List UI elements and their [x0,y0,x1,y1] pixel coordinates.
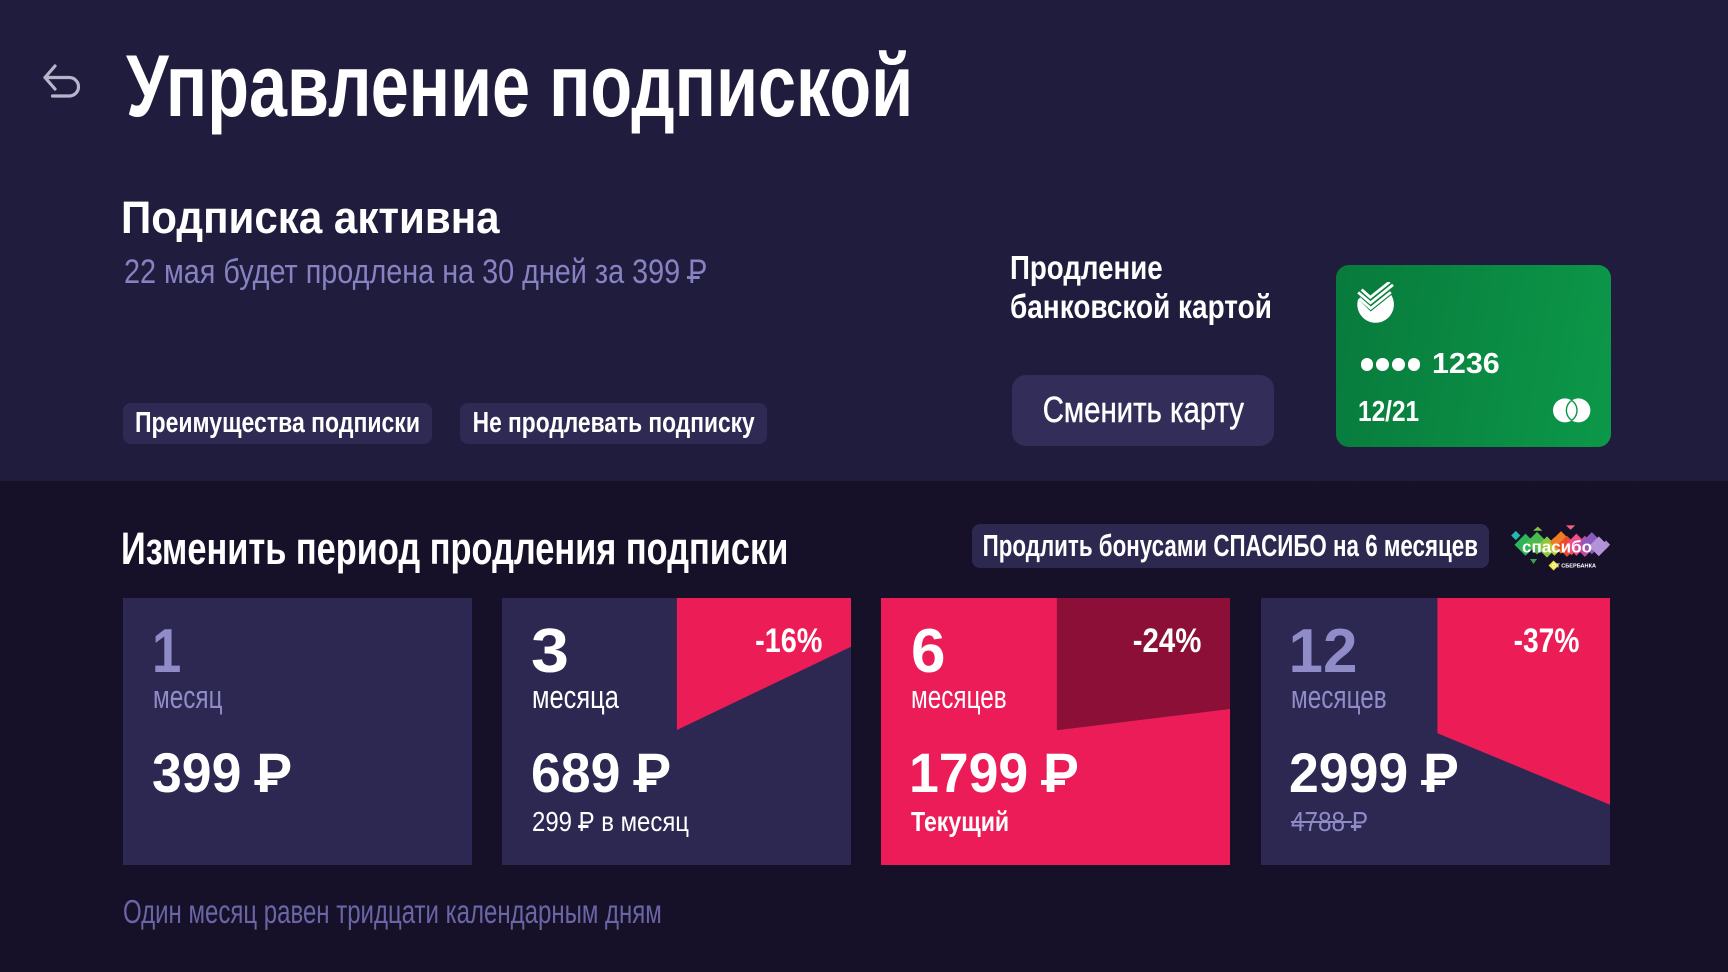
svg-text:ОТ СБЕРБАНКА: ОТ СБЕРБАНКА [1552,564,1596,570]
svg-text:спасибо: спасибо [1522,538,1592,557]
